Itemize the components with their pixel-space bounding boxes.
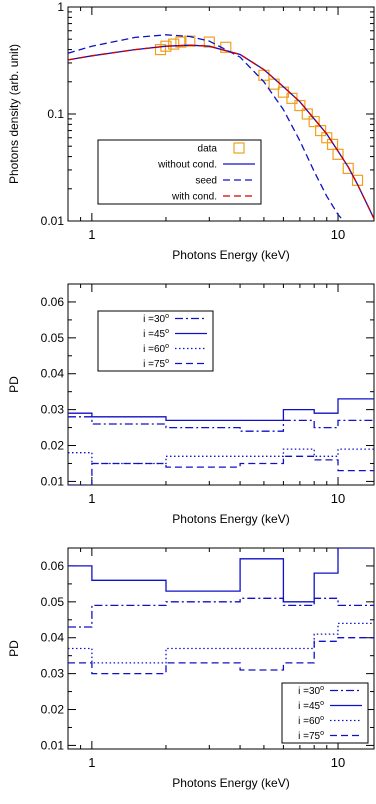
y-tick-label: 0.04	[41, 631, 65, 645]
data-point	[168, 38, 180, 50]
legend-label: seed	[195, 176, 217, 187]
series-line	[68, 622, 374, 664]
y-tick-label: 0.06	[41, 559, 65, 573]
legend-label: data	[198, 144, 218, 155]
y-tick-label: 0.01	[41, 474, 65, 488]
panel-pd-lower: 1 10 0.01 0.02 0.03 0.04 0.05 0.06 Photons Energ…	[7, 547, 375, 790]
plot-frame	[67, 283, 375, 486]
x-tick-label: 10	[331, 755, 345, 770]
y-tick-label: 0.01	[41, 214, 65, 228]
y-tick-label: 0.03	[41, 667, 65, 681]
data-point	[203, 36, 215, 48]
series-line	[68, 548, 374, 603]
y-tick-label: 0.03	[41, 403, 65, 417]
data-point	[315, 124, 327, 137]
legend-label-superscript: o	[320, 685, 324, 692]
series-line	[68, 597, 374, 628]
legend-label: i =60o	[143, 343, 169, 355]
panel-pd-upper: 1 10 0.01 0.02 0.03 0.04 0.05 0.06 Photons Energ…	[7, 283, 375, 526]
y-tick-label: 0.05	[41, 331, 65, 345]
legend-label-superscript: o	[165, 343, 169, 350]
legend-label-superscript: o	[320, 730, 324, 737]
series-line	[68, 398, 374, 422]
legend-label: i =75o	[298, 730, 324, 742]
data-point	[342, 162, 354, 175]
legend-label: i =30o	[143, 313, 169, 325]
y-tick-label: 0.04	[41, 367, 65, 381]
legend-label: i =75o	[143, 358, 169, 370]
y-axis-label: PD	[7, 376, 21, 393]
data-point	[308, 115, 320, 128]
data-point	[301, 108, 313, 120]
y-tick-label: 0.01	[41, 738, 65, 752]
legend-label: i =45o	[143, 328, 169, 340]
x-axis-label: Photons Energy (keV)	[172, 512, 289, 526]
y-tick-label: 0.1	[47, 107, 64, 121]
y-tick-label: 0.06	[41, 295, 65, 309]
legend-label-superscript: o	[320, 700, 324, 707]
series-line	[68, 448, 374, 465]
data-point	[175, 36, 187, 48]
legend-label-superscript: o	[320, 715, 324, 722]
legend: i =30o i =45o i =60o i =75o	[97, 310, 214, 372]
legend-label: with cond.	[171, 192, 217, 203]
y-tick-label: 0.02	[41, 703, 65, 717]
legend-label: i =30o	[298, 685, 324, 697]
legend: i =30o i =45o i =60o i =75o	[281, 682, 369, 744]
legend-marker	[233, 142, 245, 154]
legend-label: without cond.	[157, 160, 217, 171]
y-axis-label: PD	[7, 640, 21, 657]
data-layer	[68, 548, 374, 675]
data-layer	[68, 398, 374, 485]
panel-spectrum: 1 10 0.01 0.1 1 Photons Energy (keV) Photons d…	[7, 0, 375, 262]
legend: data without cond. seed with cond.	[97, 139, 262, 205]
data-point	[294, 99, 306, 112]
data-point	[321, 132, 333, 144]
legend-label: i =60o	[298, 715, 324, 727]
y-tick-label: 1	[57, 0, 64, 14]
legend-label-superscript: o	[165, 358, 169, 365]
x-tick-label: 1	[88, 491, 95, 506]
data-point	[332, 148, 344, 160]
series-line	[68, 416, 374, 432]
series-line	[68, 44, 374, 219]
x-tick-label: 1	[88, 227, 95, 242]
legend-box	[281, 682, 369, 744]
legend-label: i =45o	[298, 700, 324, 712]
x-tick-label: 10	[331, 227, 345, 242]
x-tick-label: 10	[331, 491, 345, 506]
y-tick-label: 0.02	[41, 439, 65, 453]
x-axis-label: Photons Energy (keV)	[172, 248, 289, 262]
legend-label-superscript: o	[165, 313, 169, 320]
data-point	[268, 78, 280, 90]
data-point	[258, 69, 270, 81]
x-tick-label: 1	[88, 755, 95, 770]
legend-label-superscript: o	[165, 328, 169, 335]
y-tick-label: 0.05	[41, 595, 65, 609]
series-line	[68, 455, 374, 485]
series-line	[68, 637, 374, 675]
legend-box	[97, 310, 214, 372]
y-axis-label: Photons density (arb. unit)	[7, 44, 21, 184]
x-axis-label: Photons Energy (keV)	[172, 776, 289, 790]
data-layer	[68, 34, 374, 221]
